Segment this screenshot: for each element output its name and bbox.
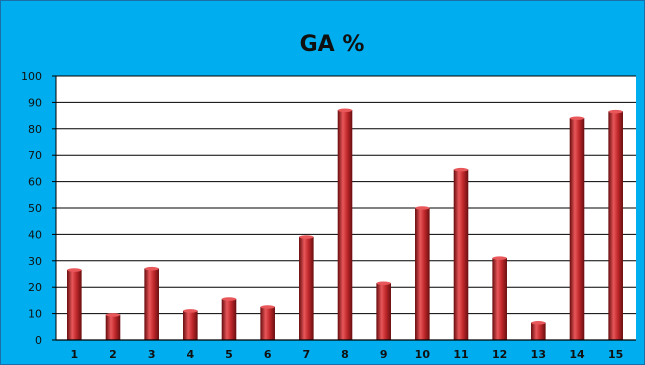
bar-cap bbox=[570, 116, 584, 121]
bar-cap bbox=[183, 309, 198, 313]
bar-cap bbox=[492, 256, 507, 260]
bar-body bbox=[221, 298, 237, 341]
y-tick-label: 40 bbox=[28, 228, 42, 241]
bar-cap bbox=[106, 313, 120, 317]
bar-body bbox=[608, 111, 623, 341]
x-tick-label: 3 bbox=[148, 348, 156, 361]
bars bbox=[67, 108, 623, 341]
bar-body bbox=[299, 236, 314, 341]
x-tick-label: 11 bbox=[453, 348, 468, 361]
x-tick-label: 1 bbox=[71, 348, 79, 361]
y-tick-label: 100 bbox=[21, 70, 42, 83]
bar-body bbox=[531, 322, 546, 341]
x-tick-label: 8 bbox=[341, 348, 349, 361]
bar-15 bbox=[608, 109, 623, 341]
bar-3 bbox=[144, 266, 159, 341]
bar-14 bbox=[569, 116, 585, 341]
x-tick-label: 9 bbox=[380, 348, 388, 361]
y-axis: 0 10 20 30 40 50 60 70 80 90 100 bbox=[21, 70, 57, 347]
bar-13 bbox=[531, 321, 546, 341]
bar-body bbox=[376, 282, 391, 341]
bar-body bbox=[105, 314, 121, 341]
bar-cap bbox=[260, 305, 275, 309]
bar-cap bbox=[222, 297, 236, 301]
y-tick-label: 50 bbox=[28, 202, 42, 215]
bar-body bbox=[492, 257, 507, 341]
y-tick-label: 20 bbox=[28, 281, 42, 294]
x-axis: 1 2 3 4 5 6 7 8 9 10 11 12 13 14 15 bbox=[56, 339, 636, 361]
x-tick-label: 6 bbox=[264, 348, 272, 361]
bar-5 bbox=[221, 297, 237, 341]
bar-cap bbox=[376, 281, 391, 286]
bar-1 bbox=[67, 268, 82, 341]
bar-cap bbox=[608, 109, 623, 114]
y-tick-label: 30 bbox=[28, 255, 42, 268]
chart-title: GA % bbox=[300, 32, 365, 57]
x-tick-label: 4 bbox=[187, 348, 195, 361]
x-tick-label: 2 bbox=[109, 348, 117, 361]
bar-cap bbox=[454, 167, 468, 172]
bar-body bbox=[67, 269, 82, 341]
y-tick-label: 70 bbox=[28, 149, 42, 162]
x-tick-label: 12 bbox=[492, 348, 507, 361]
bar-cap bbox=[415, 206, 430, 210]
bar-body bbox=[260, 306, 275, 341]
bar-6 bbox=[260, 305, 275, 341]
x-tick-label: 5 bbox=[225, 348, 233, 361]
x-tick-label: 10 bbox=[415, 348, 431, 361]
bar-cap bbox=[144, 266, 159, 271]
bar-body bbox=[144, 268, 159, 341]
bar-cap bbox=[67, 268, 82, 272]
bar-body bbox=[415, 207, 430, 341]
x-tick-label: 13 bbox=[531, 348, 546, 361]
bar-body bbox=[453, 169, 469, 341]
bar-7 bbox=[299, 235, 314, 341]
bar-9 bbox=[376, 281, 391, 341]
bar-cap bbox=[338, 108, 352, 113]
bar-10 bbox=[415, 206, 430, 341]
bar-body bbox=[337, 110, 353, 341]
bar-cap bbox=[299, 235, 314, 239]
bar-cap bbox=[531, 321, 546, 325]
y-tick-label: 10 bbox=[28, 308, 42, 321]
bar-4 bbox=[183, 309, 198, 341]
bar-11 bbox=[453, 167, 469, 341]
bar-body bbox=[183, 310, 198, 341]
x-tick-label: 7 bbox=[303, 348, 311, 361]
y-tick-label: 60 bbox=[28, 176, 42, 189]
y-tick-label: 0 bbox=[35, 334, 42, 347]
bar-body bbox=[569, 117, 585, 341]
bar-8 bbox=[337, 108, 353, 341]
y-tick-label: 80 bbox=[28, 123, 42, 136]
bar-12 bbox=[492, 256, 507, 341]
x-tick-label: 14 bbox=[569, 348, 585, 361]
bar-2 bbox=[105, 313, 121, 341]
y-tick-label: 90 bbox=[28, 96, 42, 109]
x-tick-label: 15 bbox=[608, 348, 623, 361]
